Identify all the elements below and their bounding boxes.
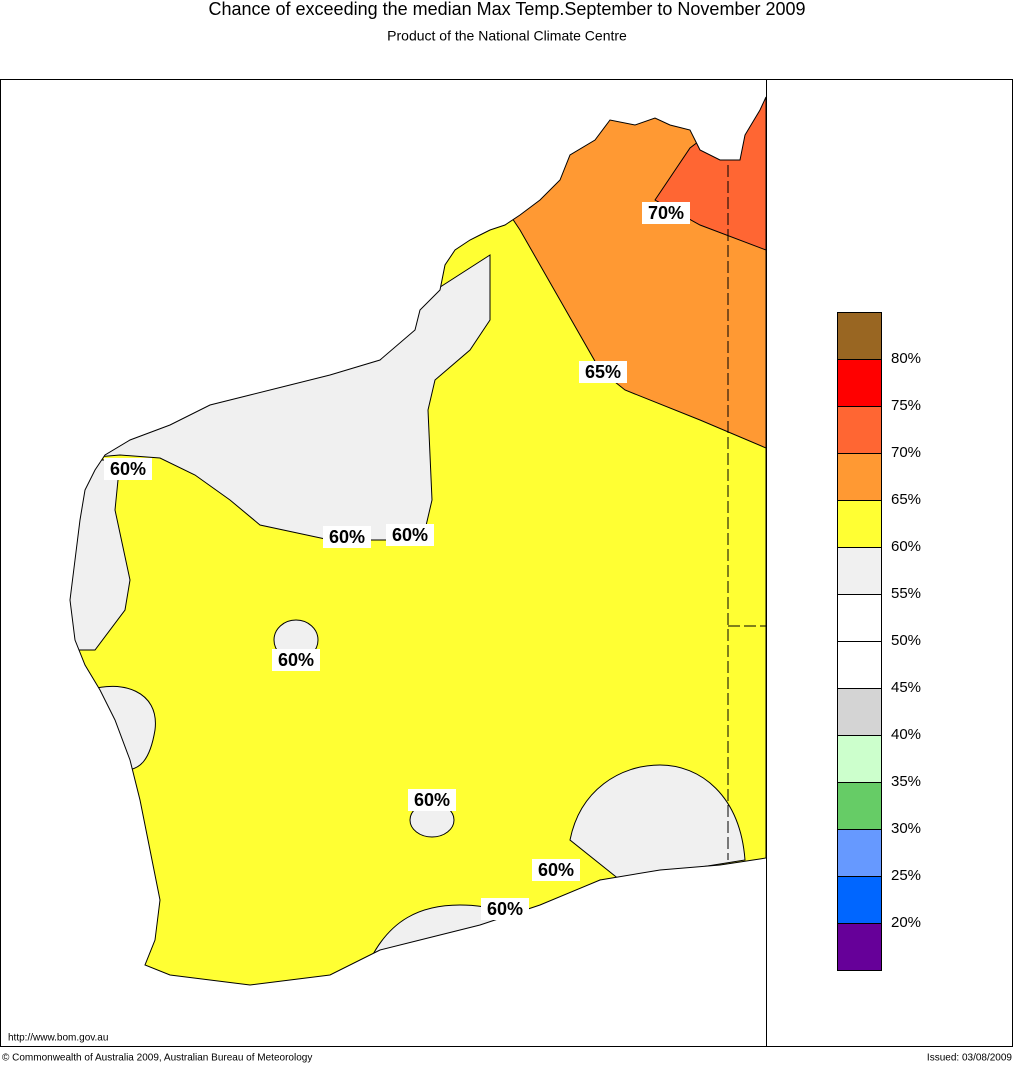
map-regions: [70, 97, 766, 985]
contour-label-bg: [323, 526, 371, 548]
legend-swatch: [837, 547, 882, 595]
subtitle: Product of the National Climate Centre: [387, 28, 627, 44]
legend-swatch: [837, 829, 882, 877]
legend-label: 65%: [891, 491, 921, 508]
region-gray-south: [569, 764, 746, 881]
contour-label: 60%: [110, 459, 146, 479]
legend-label: 40%: [891, 726, 921, 743]
contour-label-bg: [579, 361, 627, 383]
legend-swatch: [837, 688, 882, 736]
legend-label: 30%: [891, 820, 921, 837]
contour-label-bg: [386, 524, 434, 546]
legend-swatch: [837, 923, 882, 971]
legend-swatch: [837, 641, 882, 689]
issued-date: Issued: 03/08/2009: [927, 1053, 1013, 1064]
legend-label: 75%: [891, 397, 921, 414]
contour-label-bg: [532, 859, 580, 881]
legend-swatch: [837, 359, 882, 407]
legend-label: 70%: [891, 444, 921, 461]
legend-label: 25%: [891, 867, 921, 884]
region-gray-sw: [89, 685, 156, 771]
contour-label: 65%: [585, 362, 621, 382]
map-frame: [0, 79, 1013, 1047]
legend-label: 20%: [891, 914, 921, 931]
legend-label: 80%: [891, 350, 921, 367]
contour-label-bg: [272, 649, 320, 671]
contour-label-bg: [104, 458, 152, 480]
legend-label: 55%: [891, 585, 921, 602]
legend-swatch: [837, 406, 882, 454]
title: Chance of exceeding the median Max Temp.…: [208, 0, 805, 19]
legend-label: 35%: [891, 773, 921, 790]
legend-swatch: [837, 594, 882, 642]
legend-label: 60%: [891, 538, 921, 555]
contour-label: 60%: [414, 790, 450, 810]
legend-label: 50%: [891, 632, 921, 649]
copyright: © Commonwealth of Australia 2009, Austra…: [2, 1053, 312, 1064]
legend-swatch: [837, 735, 882, 783]
legend-swatch: [837, 782, 882, 830]
contour-label: 60%: [538, 860, 574, 880]
legend-swatch: [837, 453, 882, 501]
contour-label-bg: [642, 202, 690, 224]
source-url: http://www.bom.gov.au: [8, 1033, 108, 1044]
contour-label: 60%: [392, 525, 428, 545]
contour-label: 70%: [648, 203, 684, 223]
contour-label: 60%: [278, 650, 314, 670]
legend-swatch: [837, 876, 882, 924]
legend-label: 45%: [891, 679, 921, 696]
legend-swatch: [837, 312, 882, 360]
legend-swatch: [837, 500, 882, 548]
contour-label-bg: [408, 789, 456, 811]
contour-label: 60%: [329, 527, 365, 547]
contour-label-bg: [481, 898, 529, 920]
contour-label: 60%: [487, 899, 523, 919]
